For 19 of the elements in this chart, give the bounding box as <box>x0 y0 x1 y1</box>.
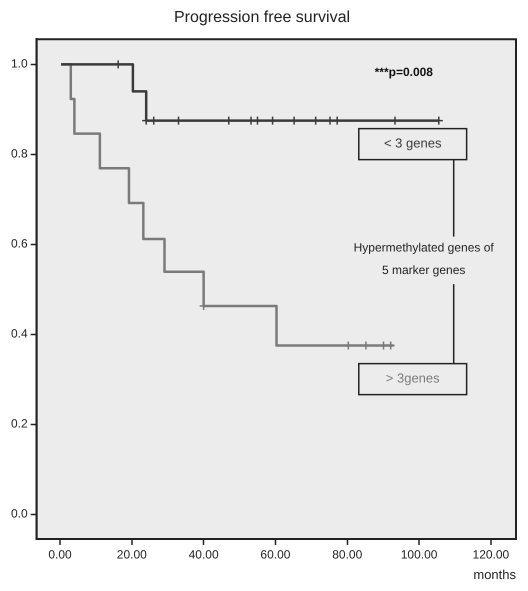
x-tick-label: 120.00 <box>472 548 510 562</box>
y-tick-label: 0.8 <box>10 146 28 161</box>
x-axis-title: months <box>473 566 516 582</box>
x-tick-label: 40.00 <box>188 548 219 562</box>
legend-title: Hypermethylated genes of 5 marker genes <box>354 240 494 277</box>
y-tick-label: 0.2 <box>10 416 28 431</box>
y-tick-label: 0.6 <box>10 236 28 251</box>
x-tick-label: 0.00 <box>48 548 72 562</box>
x-tick-label: 100.00 <box>400 548 438 562</box>
series-label: > 3genes <box>386 370 440 386</box>
x-tick-label: 20.00 <box>116 548 148 562</box>
annotation: ***p=0.008 <box>374 65 434 79</box>
x-tick-label: 60.00 <box>260 548 291 562</box>
chart-title: Progression free survival <box>174 9 350 26</box>
x-tick-label: 80.00 <box>332 548 363 562</box>
y-tick-label: 1.0 <box>10 56 28 71</box>
y-tick-label: 0.0 <box>10 506 28 521</box>
series-label: < 3 genes <box>384 136 442 151</box>
y-tick-label: 0.4 <box>10 326 28 341</box>
